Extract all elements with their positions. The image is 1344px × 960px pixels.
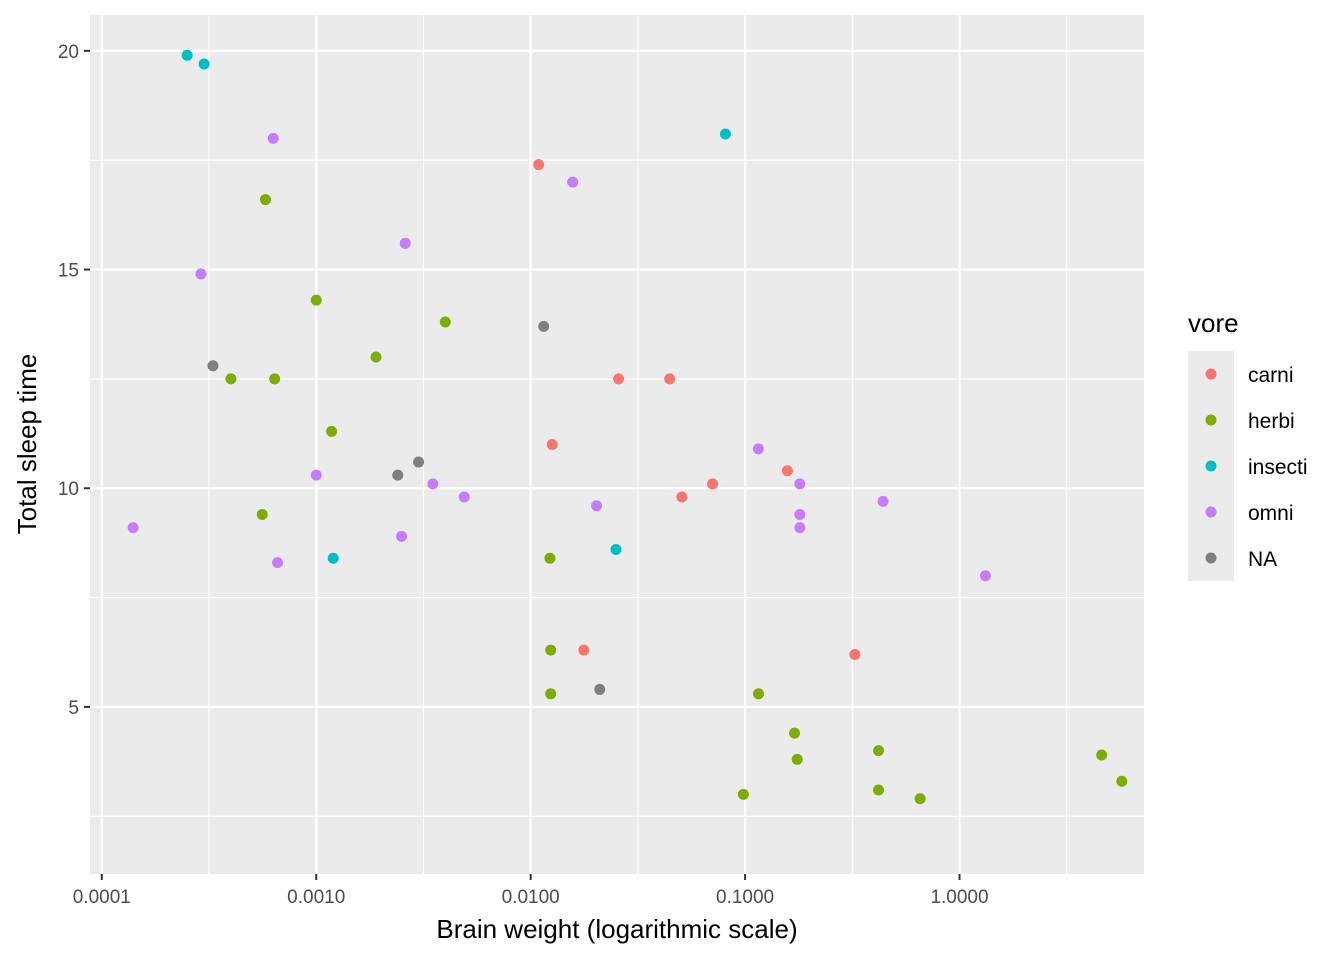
- data-point-omni: [794, 478, 806, 490]
- data-point-na: [594, 683, 606, 695]
- x-tick-label: 0.0100: [502, 887, 560, 908]
- data-point-omni: [267, 132, 279, 144]
- data-point-insecti: [181, 49, 193, 61]
- data-point-herbi: [370, 351, 382, 363]
- legend-title: vore: [1188, 308, 1239, 338]
- data-point-herbi: [737, 788, 749, 800]
- legend-label-carni: carni: [1248, 364, 1294, 387]
- data-point-herbi: [225, 373, 237, 385]
- data-point-omni: [877, 495, 889, 507]
- data-point-na: [207, 360, 219, 372]
- data-point-herbi: [256, 508, 268, 520]
- legend-label-na: NA: [1248, 548, 1277, 571]
- data-point-omni: [794, 522, 806, 534]
- legend-key-na: [1205, 552, 1217, 564]
- legend-items: carni herbi insecti omni NA: [1205, 364, 1308, 571]
- data-point-herbi: [791, 753, 803, 765]
- data-point-omni: [752, 443, 764, 455]
- data-point-carni: [546, 439, 558, 450]
- data-point-omni: [427, 478, 439, 490]
- plot-panel: [90, 15, 1144, 874]
- data-point-herbi: [269, 373, 281, 385]
- legend-key-insecti: [1205, 460, 1217, 472]
- data-point-herbi: [310, 294, 322, 306]
- data-point-herbi: [753, 688, 765, 700]
- data-point-na: [413, 456, 425, 468]
- data-point-insecti: [198, 58, 210, 70]
- data-point-omni: [591, 500, 603, 512]
- major-gridlines: [90, 15, 1144, 874]
- data-point-herbi: [789, 727, 801, 739]
- data-point-herbi: [439, 316, 451, 328]
- data-point-carni: [676, 491, 688, 503]
- data-point-omni: [272, 557, 284, 569]
- legend-label-herbi: herbi: [1248, 410, 1295, 433]
- legend-label-omni: omni: [1248, 502, 1294, 525]
- data-point-herbi: [873, 784, 885, 796]
- data-point-carni: [578, 644, 590, 656]
- data-point-omni: [458, 491, 470, 503]
- y-tick-label: 20: [58, 42, 79, 63]
- y-axis-title: Total sleep time: [12, 354, 42, 535]
- data-point-herbi: [1116, 775, 1128, 787]
- x-tick-label: 0.0001: [73, 887, 131, 908]
- data-point-omni: [310, 469, 322, 481]
- data-point-omni: [396, 530, 408, 542]
- data-point-herbi: [545, 688, 557, 700]
- legend: vore carni herbi insecti omni NA: [1188, 308, 1308, 581]
- data-point-carni: [664, 373, 676, 385]
- data-point-omni: [567, 176, 579, 188]
- data-point-omni: [794, 508, 806, 520]
- data-point-carni: [849, 648, 861, 660]
- data-point-omni: [979, 570, 991, 582]
- data-point-omni: [127, 522, 139, 534]
- y-axis: 5 10 15 20: [58, 42, 90, 719]
- data-point-insecti: [719, 128, 731, 140]
- legend-key-carni: [1205, 368, 1217, 380]
- data-point-carni: [613, 373, 625, 385]
- legend-label-insecti: insecti: [1248, 456, 1308, 479]
- y-tick-label: 15: [58, 261, 79, 282]
- data-point-herbi: [260, 194, 272, 206]
- data-point-herbi: [914, 793, 926, 805]
- data-point-herbi: [326, 425, 338, 437]
- x-tick-label: 1.0000: [930, 887, 988, 908]
- data-points: [127, 49, 1128, 805]
- data-point-herbi: [545, 644, 557, 656]
- legend-key-omni: [1205, 506, 1217, 518]
- data-point-omni: [195, 268, 207, 280]
- x-tick-label: 0.1000: [716, 887, 774, 908]
- data-point-omni: [399, 237, 411, 249]
- x-axis: 0.0001 0.0010 0.0100 0.1000 1.0000: [73, 874, 989, 908]
- data-point-carni: [533, 159, 545, 171]
- data-point-na: [538, 320, 550, 332]
- minor-gridlines: [90, 15, 1144, 874]
- data-point-insecti: [610, 543, 622, 555]
- data-point-carni: [781, 465, 793, 477]
- data-point-herbi: [1096, 749, 1108, 761]
- data-point-na: [392, 469, 404, 481]
- y-tick-label: 5: [68, 698, 79, 719]
- data-point-herbi: [873, 745, 885, 757]
- x-tick-label: 0.0010: [287, 887, 345, 908]
- data-point-insecti: [327, 552, 339, 564]
- data-point-herbi: [544, 552, 556, 564]
- y-tick-label: 10: [58, 479, 79, 500]
- x-axis-title: Brain weight (logarithmic scale): [436, 914, 797, 944]
- legend-key-herbi: [1205, 414, 1217, 426]
- data-point-carni: [707, 478, 719, 490]
